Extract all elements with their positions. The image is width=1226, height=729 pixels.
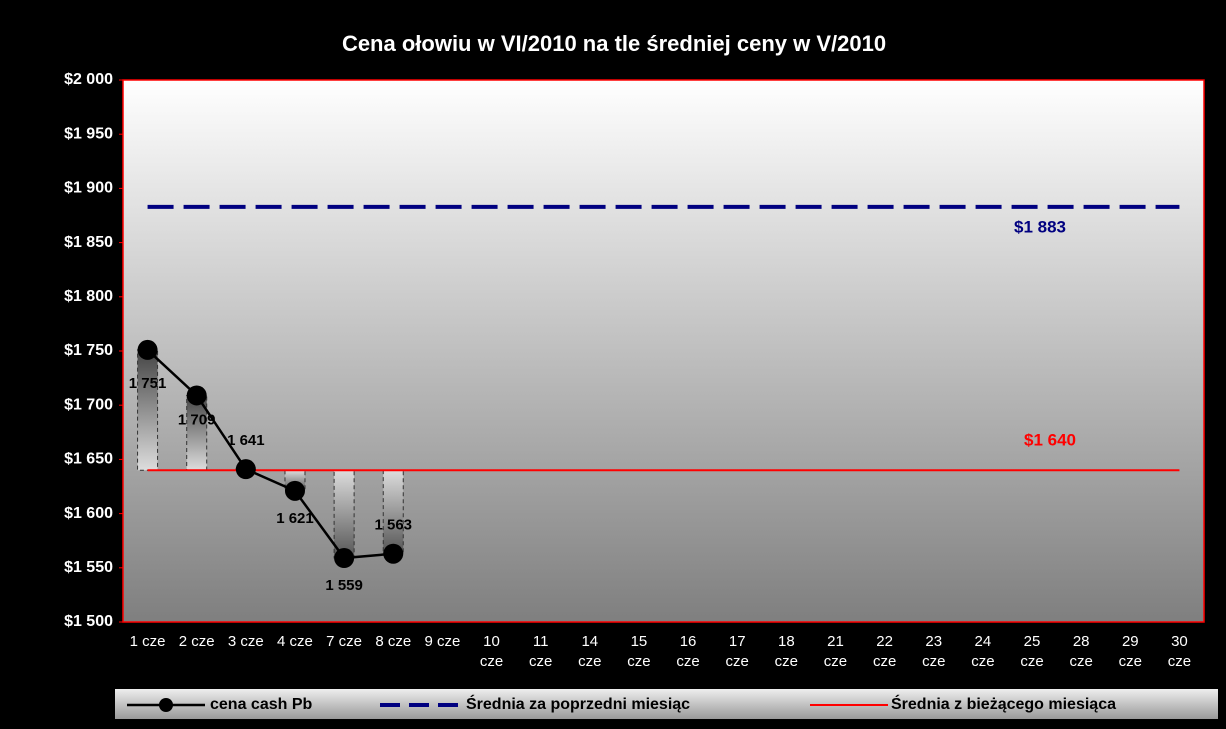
y-tick-label: $1 900	[64, 180, 113, 197]
y-tick-label: $1 800	[64, 288, 113, 305]
y-tick-label: $1 600	[64, 505, 113, 522]
x-tick-label: 18 cze	[774, 633, 798, 670]
point	[235, 459, 256, 480]
x-tick-label: 10 cze	[479, 633, 504, 670]
x-tick-label: 4 cze	[277, 633, 313, 650]
legend-box	[115, 689, 1218, 719]
x-tick-label: 30 cze	[1167, 633, 1192, 670]
data-label: 1 563	[374, 517, 412, 534]
y-tick-label: $2 000	[64, 71, 113, 88]
legend-label: Średnia za poprzedni miesiąc	[466, 694, 690, 713]
x-tick-label: 17 cze	[725, 633, 749, 670]
point	[383, 543, 404, 564]
up-down-bar	[333, 469, 355, 559]
data-label: 1 751	[129, 375, 167, 392]
x-tick-label: 16 cze	[676, 633, 700, 670]
x-tick-label: 24 cze	[971, 633, 995, 670]
x-tick-label: 28 cze	[1069, 633, 1093, 670]
avg-label: $1 640	[1024, 431, 1076, 450]
point	[137, 339, 158, 360]
x-tick-label: 3 cze	[227, 633, 264, 650]
chart-title: Cena ołowiu w VI/2010 na tle średniej ce…	[342, 31, 886, 56]
x-tick-label: 23 cze	[922, 633, 946, 670]
x-tick-label: 22 cze	[872, 633, 897, 670]
plot-area	[122, 79, 1205, 623]
x-tick-label: 14 cze	[578, 633, 602, 670]
y-tick-label: $1 650	[64, 451, 113, 468]
y-tick-label: $1 700	[64, 396, 113, 413]
avg-label: $1 883	[1014, 217, 1066, 236]
x-tick-label: 15 cze	[627, 633, 651, 670]
y-tick-label: $1 750	[64, 342, 113, 359]
x-tick-label: 11 cze	[528, 633, 553, 670]
x-tick-label: 9 cze	[424, 633, 461, 650]
point	[284, 480, 305, 501]
up-down-bar	[137, 349, 159, 471]
x-tick-label: 2 cze	[178, 633, 215, 650]
x-tick-label: 8 cze	[375, 633, 412, 650]
x-tick-label: 1 cze	[129, 633, 166, 650]
x-tick-label: 29 cze	[1118, 633, 1142, 670]
point	[186, 385, 207, 406]
up-down-bar	[382, 469, 404, 555]
y-tick-label: $1 850	[64, 234, 113, 251]
point	[334, 548, 355, 569]
legend-marker	[159, 698, 173, 712]
x-tick-label: 21 cze	[823, 633, 848, 670]
data-label: 1 621	[276, 510, 314, 527]
data-label: 1 559	[325, 577, 363, 594]
data-label: 1 641	[227, 432, 265, 449]
x-tick-label: 7 cze	[326, 633, 363, 650]
y-tick-label: $1 500	[64, 613, 113, 630]
data-label: 1 709	[178, 411, 216, 428]
x-tick-label: 25 cze	[1020, 633, 1044, 670]
legend-label: Średnia z bieżącego miesiąca	[891, 694, 1116, 713]
legend-label: cena cash Pb	[210, 696, 313, 713]
y-tick-label: $1 950	[64, 125, 113, 142]
y-tick-label: $1 550	[64, 559, 113, 576]
